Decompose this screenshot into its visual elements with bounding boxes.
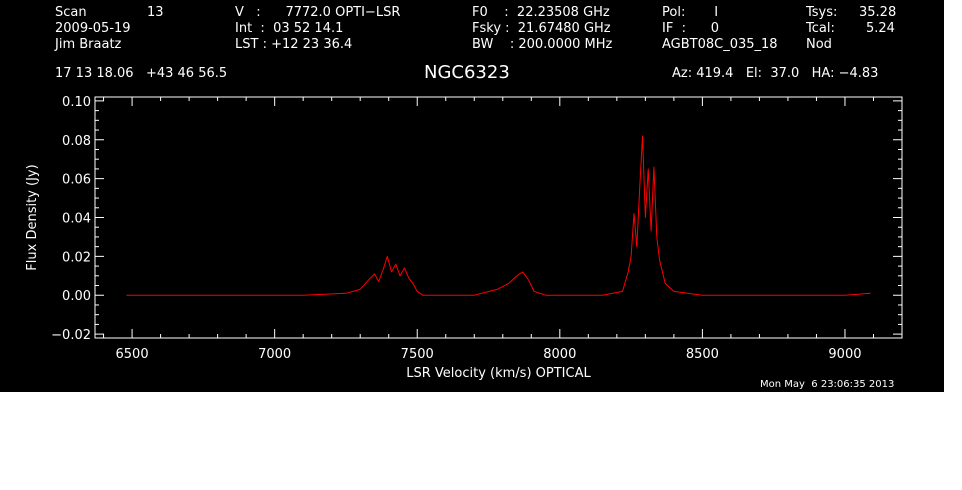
integration-time: Int : 03 52 14.1 <box>235 21 344 36</box>
tcal-label: Tcal: <box>806 21 835 36</box>
tsys-value: 35.28 <box>859 5 897 20</box>
pointing-info: Az: 419.4 El: 37.0 HA: −4.83 <box>672 66 879 81</box>
observer: Jim Braatz <box>55 37 122 52</box>
spectrum-series-line <box>126 135 871 296</box>
scan-value: 13 <box>147 5 164 20</box>
x-axis-label: LSR Velocity (km/s) OPTICAL <box>406 366 591 381</box>
x-tick-label: 6500 <box>116 347 149 362</box>
x-tick-label: 7500 <box>401 347 434 362</box>
project-id: AGBT08C_035_18 <box>662 37 778 52</box>
render-timestamp: Mon May 6 23:06:35 2013 <box>760 379 895 390</box>
velocity-info: V : 7772.0 OPTI−LSR <box>235 5 401 20</box>
fsky-info: Fsky : 21.67480 GHz <box>472 21 611 36</box>
plot-panel: Scan 13 2009-05-19 Jim Braatz V : 7772.0… <box>0 0 944 392</box>
source-coordinates: 17 13 18.06 +43 46 56.5 <box>55 66 228 81</box>
scan-label: Scan <box>55 5 87 20</box>
x-tick-label: 9000 <box>828 347 861 362</box>
pol-info: Pol: I <box>662 5 719 20</box>
y-tick-label: −0.02 <box>51 328 91 343</box>
tick-layer: 6500 7000 7500 8000 8500 9000 −0.02 0.00 0.02 0.0… <box>51 95 903 362</box>
y-tick-label: 0.06 <box>62 173 91 188</box>
obs-date: 2009-05-19 <box>55 21 131 36</box>
spectrum-chart: 6500 7000 7500 8000 8500 9000 −0.02 0.00 0.02 0.0… <box>25 95 903 381</box>
observing-mode: Nod <box>806 37 832 52</box>
x-tick-label: 7000 <box>258 347 291 362</box>
chart-title: NGC6323 <box>424 62 510 83</box>
tcal-value: 5.24 <box>866 21 895 36</box>
plot-frame <box>94 96 903 339</box>
y-tick-label: 0.10 <box>62 95 91 110</box>
y-tick-label: 0.04 <box>62 212 91 227</box>
lst-info: LST : +12 23 36.4 <box>235 37 353 52</box>
y-tick-label: 0.08 <box>62 134 91 149</box>
x-tick-label: 8500 <box>686 347 719 362</box>
y-tick-label: 0.00 <box>62 289 91 304</box>
if-info: IF : 0 <box>662 21 720 36</box>
y-tick-label: 0.02 <box>62 250 91 265</box>
bandwidth-info: BW : 200.0000 MHz <box>472 37 613 52</box>
f0-info: F0 : 22.23508 GHz <box>472 5 610 20</box>
x-tick-label: 8000 <box>543 347 576 362</box>
y-axis-label: Flux Density (Jy) <box>25 164 40 270</box>
tsys-label: Tsys: <box>806 5 838 20</box>
